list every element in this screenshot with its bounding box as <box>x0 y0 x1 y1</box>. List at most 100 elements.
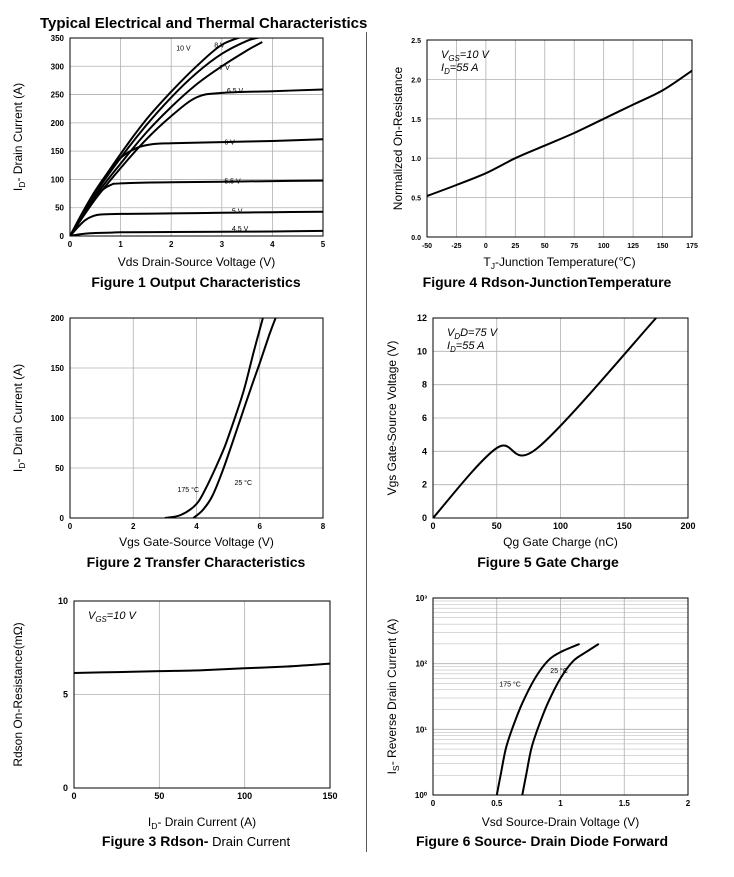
y-axis-label: ID- Drain Current (A) <box>11 364 27 472</box>
x-tick-label: 0 <box>484 243 488 250</box>
figure-caption: Figure 1 Output Characteristics <box>91 274 300 290</box>
y-tick-label: 6 <box>422 413 427 423</box>
y-axis-label: IS- Reverse Drain Current (A) <box>385 619 401 775</box>
curve-label: 6 V <box>224 139 235 146</box>
x-tick-label: 1 <box>558 799 563 808</box>
x-tick-label: 1 <box>118 240 123 249</box>
figure-caption: Figure 3 Rdson- Drain Current <box>102 833 291 849</box>
plot-frame <box>432 317 689 519</box>
plot-frame <box>426 39 693 238</box>
x-tick-label: 0.5 <box>491 799 503 808</box>
figure-caption: Figure 4 Rdson-JunctionTemperature <box>423 274 672 290</box>
x-tick-label: 2 <box>131 522 136 531</box>
x-axis-label: ID- Drain Current (A) <box>148 815 256 831</box>
figure-caption: Figure 2 Transfer Characteristics <box>87 554 306 570</box>
column-divider <box>366 32 367 852</box>
curve-label: 4.5 V <box>232 226 249 233</box>
curve-label: 10 V <box>176 45 191 52</box>
x-tick-label: 50 <box>541 243 549 250</box>
y-tick-label: 1.0 <box>411 156 421 163</box>
y-tick-label: 250 <box>51 91 65 100</box>
y-tick-label: 10¹ <box>415 725 427 734</box>
y-tick-label: 10² <box>415 660 427 669</box>
y-tick-label: 0 <box>60 232 65 241</box>
x-tick-label: 1.5 <box>619 799 631 808</box>
y-tick-label: 0 <box>60 514 65 523</box>
x-axis-label: Vgs Gate-Source Voltage (V) <box>119 535 274 549</box>
condition-text: ID=55 A <box>441 62 478 76</box>
y-tick-label: 350 <box>51 34 65 43</box>
y-tick-label: 10 <box>58 596 68 606</box>
y-tick-label: 0 <box>422 513 427 523</box>
y-tick-label: 300 <box>51 62 65 71</box>
series-line <box>74 662 330 674</box>
series-line <box>495 642 581 795</box>
plot-frame <box>69 37 324 237</box>
y-tick-label: 2.0 <box>411 77 421 84</box>
curve-label: 175 °C <box>178 486 199 494</box>
x-tick-label: 150 <box>617 521 632 531</box>
figure-caption: Figure 5 Gate Charge <box>477 554 619 570</box>
series-line <box>70 210 323 236</box>
curve-label: 25 °C <box>234 479 252 487</box>
condition-text: ID=55 A <box>447 340 484 354</box>
plot-frame <box>73 600 331 789</box>
y-tick-label: 4 <box>422 446 427 456</box>
x-tick-label: 50 <box>492 521 502 531</box>
y-tick-label: 2.5 <box>411 38 421 45</box>
y-tick-label: 150 <box>51 364 65 373</box>
y-tick-label: 12 <box>417 313 427 323</box>
y-tick-label: 0.0 <box>411 235 421 242</box>
x-tick-label: 200 <box>680 521 695 531</box>
y-tick-label: 100 <box>51 414 65 423</box>
y-tick-label: 200 <box>51 314 65 323</box>
y-tick-label: 0 <box>63 783 68 793</box>
y-axis-label: ID- Drain Current (A) <box>11 83 27 191</box>
chart-fig2: 0 2 4 6 8 0 50 100 150 200 Vgs Gate-Source Voltage… <box>11 314 326 570</box>
curve-label: 5.5 V <box>224 178 241 185</box>
series-line <box>70 138 323 236</box>
y-axis-label: Normalized On-Resistance <box>391 66 405 210</box>
curve-label: 6.5 V <box>227 88 244 95</box>
x-tick-label: 0 <box>430 521 435 531</box>
series-line <box>164 318 264 518</box>
series-line <box>521 643 600 795</box>
x-axis-label: Qg Gate Charge (nC) <box>503 535 618 549</box>
x-tick-label: 0 <box>68 240 73 249</box>
y-tick-label: 10 <box>417 346 427 356</box>
x-axis-label: TJ-Junction Temperature(℃) <box>483 255 635 271</box>
series-line <box>70 41 263 236</box>
curve-label: 25 °C <box>550 667 568 675</box>
x-tick-label: 100 <box>553 521 568 531</box>
condition-text: VDD=75 V <box>447 327 499 341</box>
x-axis-label: Vsd Source-Drain Voltage (V) <box>482 815 639 829</box>
x-tick-label: 50 <box>154 791 164 801</box>
x-tick-label: -25 <box>451 243 461 250</box>
x-tick-label: 4 <box>194 522 199 531</box>
x-tick-label: 125 <box>627 243 639 250</box>
x-tick-label: 0 <box>431 799 436 808</box>
y-tick-label: 100 <box>51 175 65 184</box>
x-tick-label: 3 <box>220 240 225 249</box>
y-tick-label: 1.5 <box>411 117 421 124</box>
x-tick-label: 100 <box>598 243 610 250</box>
y-tick-label: 8 <box>422 380 427 390</box>
x-tick-label: 150 <box>657 243 669 250</box>
x-tick-label: 5 <box>321 240 326 249</box>
y-tick-label: 0.5 <box>411 196 421 203</box>
x-axis-label: Vds Drain-Source Voltage (V) <box>118 255 275 269</box>
series-line <box>433 318 657 518</box>
y-tick-label: 200 <box>51 119 65 128</box>
x-tick-label: 2 <box>169 240 174 249</box>
series-line <box>192 318 277 518</box>
y-axis-label: Rdson On-Resistance(mΩ) <box>11 622 25 766</box>
x-tick-label: 175 <box>686 243 698 250</box>
x-tick-label: 4 <box>270 240 275 249</box>
y-tick-label: 10⁰ <box>415 791 428 800</box>
page-title: Typical Electrical and Thermal Character… <box>40 15 368 32</box>
series-line <box>70 229 323 236</box>
x-tick-label: 8 <box>321 522 326 531</box>
figure-caption: Figure 6 Source- Drain Diode Forward <box>416 833 668 849</box>
